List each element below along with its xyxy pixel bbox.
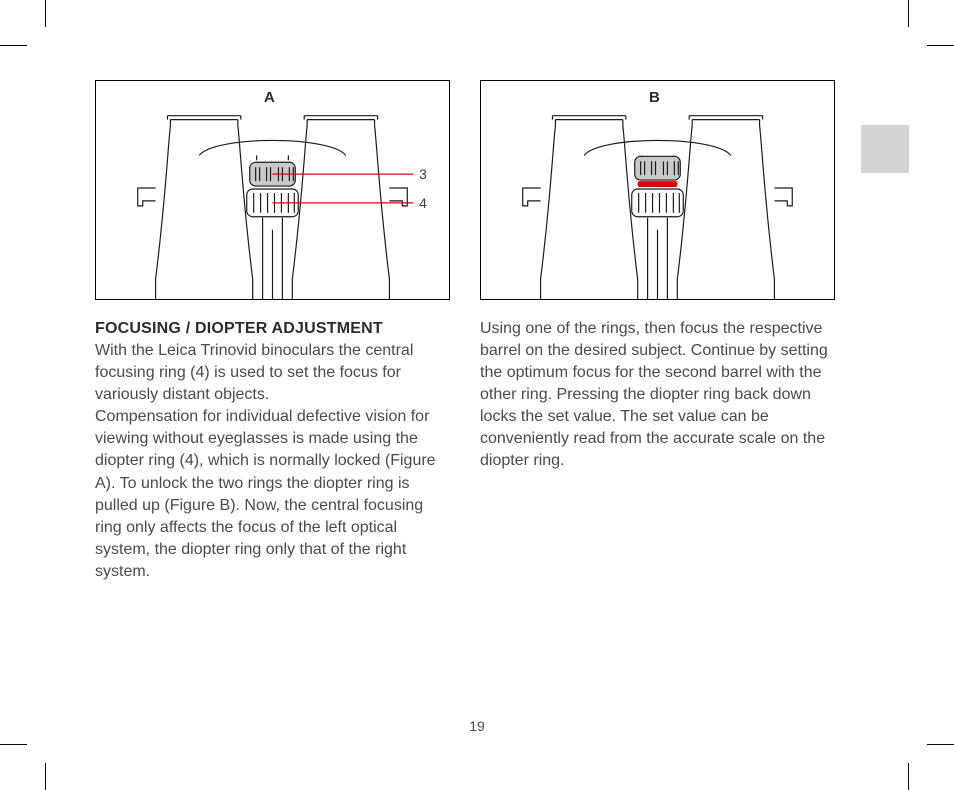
crop-mark [908,763,909,790]
content-area: 3 4 A [95,80,835,583]
figure-a-svg: 3 4 [96,81,449,299]
figure-b: B [480,80,835,300]
crop-mark [45,763,46,790]
text-columns: FOCUSING / DIOPTER ADJUSTMENT With the L… [95,318,835,583]
svg-text:3: 3 [419,166,427,182]
col1-paragraph-2: Compensation for individual defective vi… [95,408,436,580]
page-tab [861,125,909,173]
crop-mark [927,744,954,745]
svg-text:4: 4 [419,195,427,211]
col2-paragraph-1: Using one of the rings, then focus the r… [480,320,828,469]
figure-b-svg [481,81,834,299]
col1-paragraph-1: With the Leica Trinovid binoculars the c… [95,342,413,403]
figure-a-label: A [264,89,275,106]
page-number: 19 [0,718,954,734]
column-right: Using one of the rings, then focus the r… [480,318,835,583]
figure-a: 3 4 A [95,80,450,300]
crop-mark [908,0,909,27]
section-heading: FOCUSING / DIOPTER ADJUSTMENT [95,320,383,337]
figures-row: 3 4 A [95,80,835,300]
page: 3 4 A [0,0,954,790]
crop-mark [45,0,46,27]
figure-b-label: B [649,89,660,106]
column-left: FOCUSING / DIOPTER ADJUSTMENT With the L… [95,318,450,583]
crop-mark [0,45,27,46]
crop-mark [0,744,27,745]
crop-mark [927,45,954,46]
